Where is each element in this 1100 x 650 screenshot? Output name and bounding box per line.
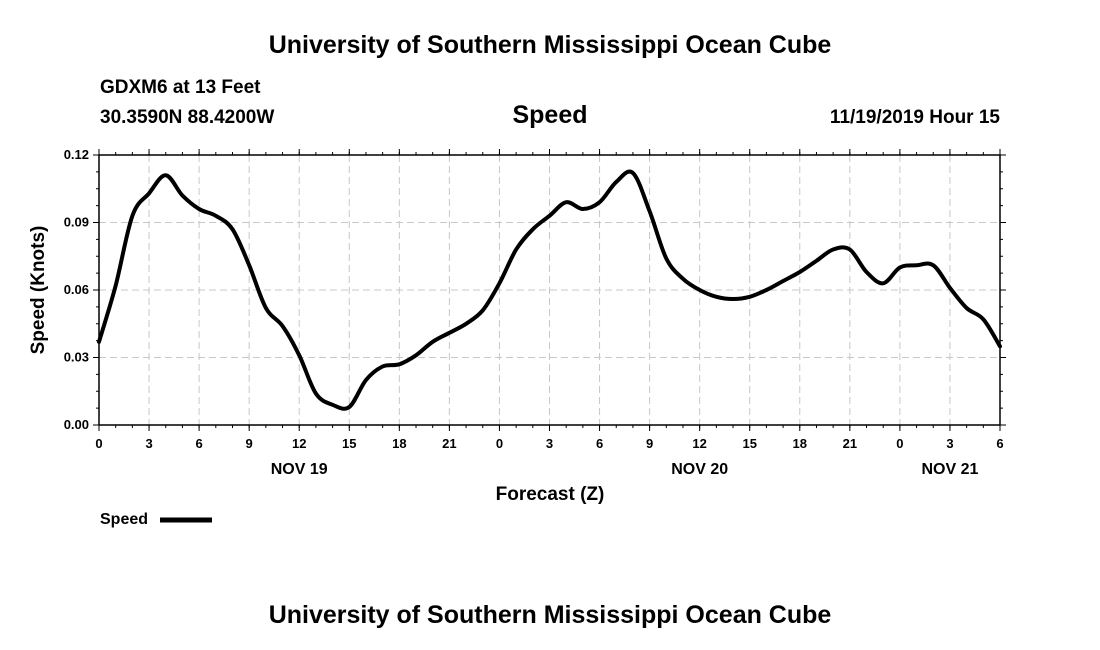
x-tick-label: 18 bbox=[392, 436, 406, 451]
x-tick-label: 21 bbox=[442, 436, 456, 451]
x-tick-label: 15 bbox=[742, 436, 756, 451]
day-label: NOV 21 bbox=[921, 461, 978, 478]
legend-label-speed: Speed bbox=[100, 511, 148, 528]
axis-ticks bbox=[93, 149, 1006, 431]
y-tick-label: 0.00 bbox=[64, 417, 89, 432]
x-tick-label: 18 bbox=[793, 436, 807, 451]
x-tick-label: 21 bbox=[843, 436, 857, 451]
station-label: GDXM6 at 13 Feet bbox=[100, 77, 261, 98]
y-tick-label: 0.09 bbox=[64, 215, 89, 230]
coordinates-label: 30.3590N 88.4200W bbox=[100, 107, 275, 128]
y-tick-label: 0.06 bbox=[64, 282, 89, 297]
x-tick-label: 9 bbox=[646, 436, 653, 451]
day-label: NOV 20 bbox=[671, 461, 728, 478]
x-tick-label: 12 bbox=[692, 436, 706, 451]
y-tick-label: 0.03 bbox=[64, 350, 89, 365]
bottom-title: University of Southern Mississippi Ocean… bbox=[268, 601, 832, 629]
grid-lines bbox=[99, 155, 1000, 425]
top-title: University of Southern Mississippi Ocean… bbox=[268, 31, 832, 59]
day-label: NOV 19 bbox=[271, 461, 328, 478]
datetime-label: 11/19/2019 Hour 15 bbox=[829, 107, 1000, 128]
x-tick-label: 0 bbox=[95, 436, 102, 451]
x-tick-label: 3 bbox=[145, 436, 152, 451]
x-tick-label: 0 bbox=[496, 436, 503, 451]
x-tick-label: 6 bbox=[195, 436, 202, 451]
x-tick-label: 3 bbox=[946, 436, 953, 451]
x-tick-label: 3 bbox=[546, 436, 553, 451]
x-axis-label: Forecast (Z) bbox=[496, 484, 605, 505]
y-axis-label: Speed (Knots) bbox=[28, 226, 49, 355]
x-tick-label: 0 bbox=[896, 436, 903, 451]
tick-labels: 0.00 0.03 0.06 0.09 0.12 0 3 6 9 12 15 18 21 0 3 6 9 12 15… bbox=[64, 147, 1004, 478]
x-tick-label: 15 bbox=[342, 436, 356, 451]
x-tick-label: 6 bbox=[996, 436, 1003, 451]
x-tick-label: 9 bbox=[246, 436, 253, 451]
y-tick-label: 0.12 bbox=[64, 147, 89, 162]
x-tick-label: 6 bbox=[596, 436, 603, 451]
series-line-speed bbox=[97, 169, 1002, 411]
x-tick-label: 12 bbox=[292, 436, 306, 451]
chart-title: Speed bbox=[512, 101, 588, 129]
